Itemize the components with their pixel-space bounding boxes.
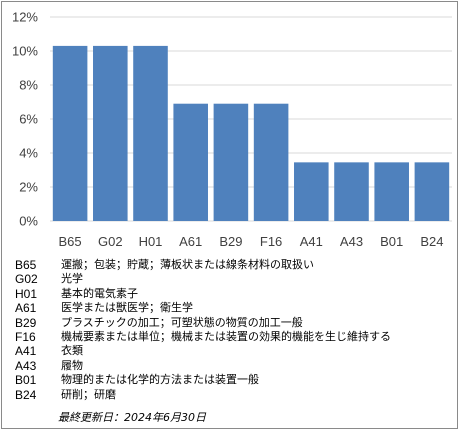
x-tick-label: A43	[340, 234, 363, 249]
legend-description: 履物	[61, 358, 83, 372]
legend-code: A61	[15, 301, 37, 316]
legend-item: B24 研削；研磨	[15, 388, 455, 402]
x-tick-label: F16	[260, 234, 282, 249]
legend-description: 基本的電気素子	[61, 286, 138, 300]
bar-b65	[52, 45, 88, 222]
legend-code: B65	[15, 258, 37, 272]
legend-code: A41	[15, 344, 37, 359]
bar-chart: 0% 2% 4% 6% 8% 10% 12% B65 G02 H01 A61 B29 F16 A41 A4…	[12, 10, 452, 249]
legend: B65 運搬；包装；貯蔵；薄板状または線条材料の取扱い G02 光学 H01 基本的電気素…	[15, 258, 455, 402]
x-tick-label: B01	[380, 234, 403, 249]
legend-code: B01	[15, 373, 37, 388]
y-tick-label: 6%	[19, 112, 38, 127]
y-tick-label: 10%	[12, 44, 38, 59]
bar-a43	[334, 162, 369, 221]
legend-code: B29	[15, 315, 37, 330]
legend-code: H01	[15, 286, 38, 301]
legend-code: G02	[15, 272, 38, 287]
legend-description: プラスチックの加工；可塑状態の物質の加工一般	[61, 315, 303, 329]
legend-item: H01 基本的電気素子	[15, 287, 455, 301]
bar-b01	[374, 162, 409, 221]
x-tick-label: A41	[300, 234, 323, 249]
legend-item: B29 プラスチックの加工；可塑状態の物質の加工一般	[15, 316, 455, 330]
bar-b24	[414, 162, 450, 221]
y-tick-label: 8%	[19, 78, 38, 93]
legend-code: F16	[15, 329, 36, 344]
legend-description: 物理的または化学的方法または装置一般	[61, 373, 259, 387]
legend-code: B24	[15, 387, 37, 402]
x-tick-label: G02	[98, 234, 123, 249]
y-tick-label: 0%	[19, 214, 38, 229]
legend-description: 研削；研磨	[61, 387, 116, 401]
bar-h01	[133, 45, 168, 222]
legend-item: B01 物理的または化学的方法または装置一般	[15, 373, 455, 387]
legend-item: B65 運搬；包装；貯蔵；薄板状または線条材料の取扱い	[15, 258, 455, 272]
legend-item: A43 履物	[15, 359, 455, 373]
x-tick-label: B29	[219, 234, 242, 249]
bar-b29	[213, 103, 249, 221]
legend-description: 運搬；包装；貯蔵；薄板状または線条材料の取扱い	[61, 258, 314, 271]
bar-g02	[93, 45, 128, 222]
bar-a41	[294, 162, 329, 221]
y-tick-label: 12%	[12, 10, 38, 25]
y-tick-label: 4%	[19, 146, 38, 161]
legend-description: 衣類	[61, 344, 83, 358]
y-tick-label: 2%	[19, 180, 38, 195]
legend-item: A41 衣類	[15, 344, 455, 358]
legend-item: G02 光学	[15, 272, 455, 286]
legend-description: 光学	[61, 272, 83, 286]
legend-description: 医学または獣医学；衛生学	[61, 301, 193, 315]
x-tick-label: B24	[420, 234, 443, 249]
x-tick-label: A61	[179, 234, 202, 249]
last-updated: 最終更新日：2024年6月30日	[58, 411, 206, 424]
bar-a61	[173, 103, 208, 221]
x-tick-label: H01	[139, 234, 163, 249]
legend-description: 機械要素または単位；機械または装置の効果的機能を生じ維持する	[61, 329, 391, 343]
bar-f16	[253, 103, 289, 221]
legend-item: F16 機械要素または単位；機械または装置の効果的機能を生じ維持する	[15, 330, 455, 344]
legend-item: A61 医学または獣医学；衛生学	[15, 301, 455, 315]
legend-code: A43	[15, 358, 37, 373]
x-tick-label: B65	[59, 234, 82, 249]
